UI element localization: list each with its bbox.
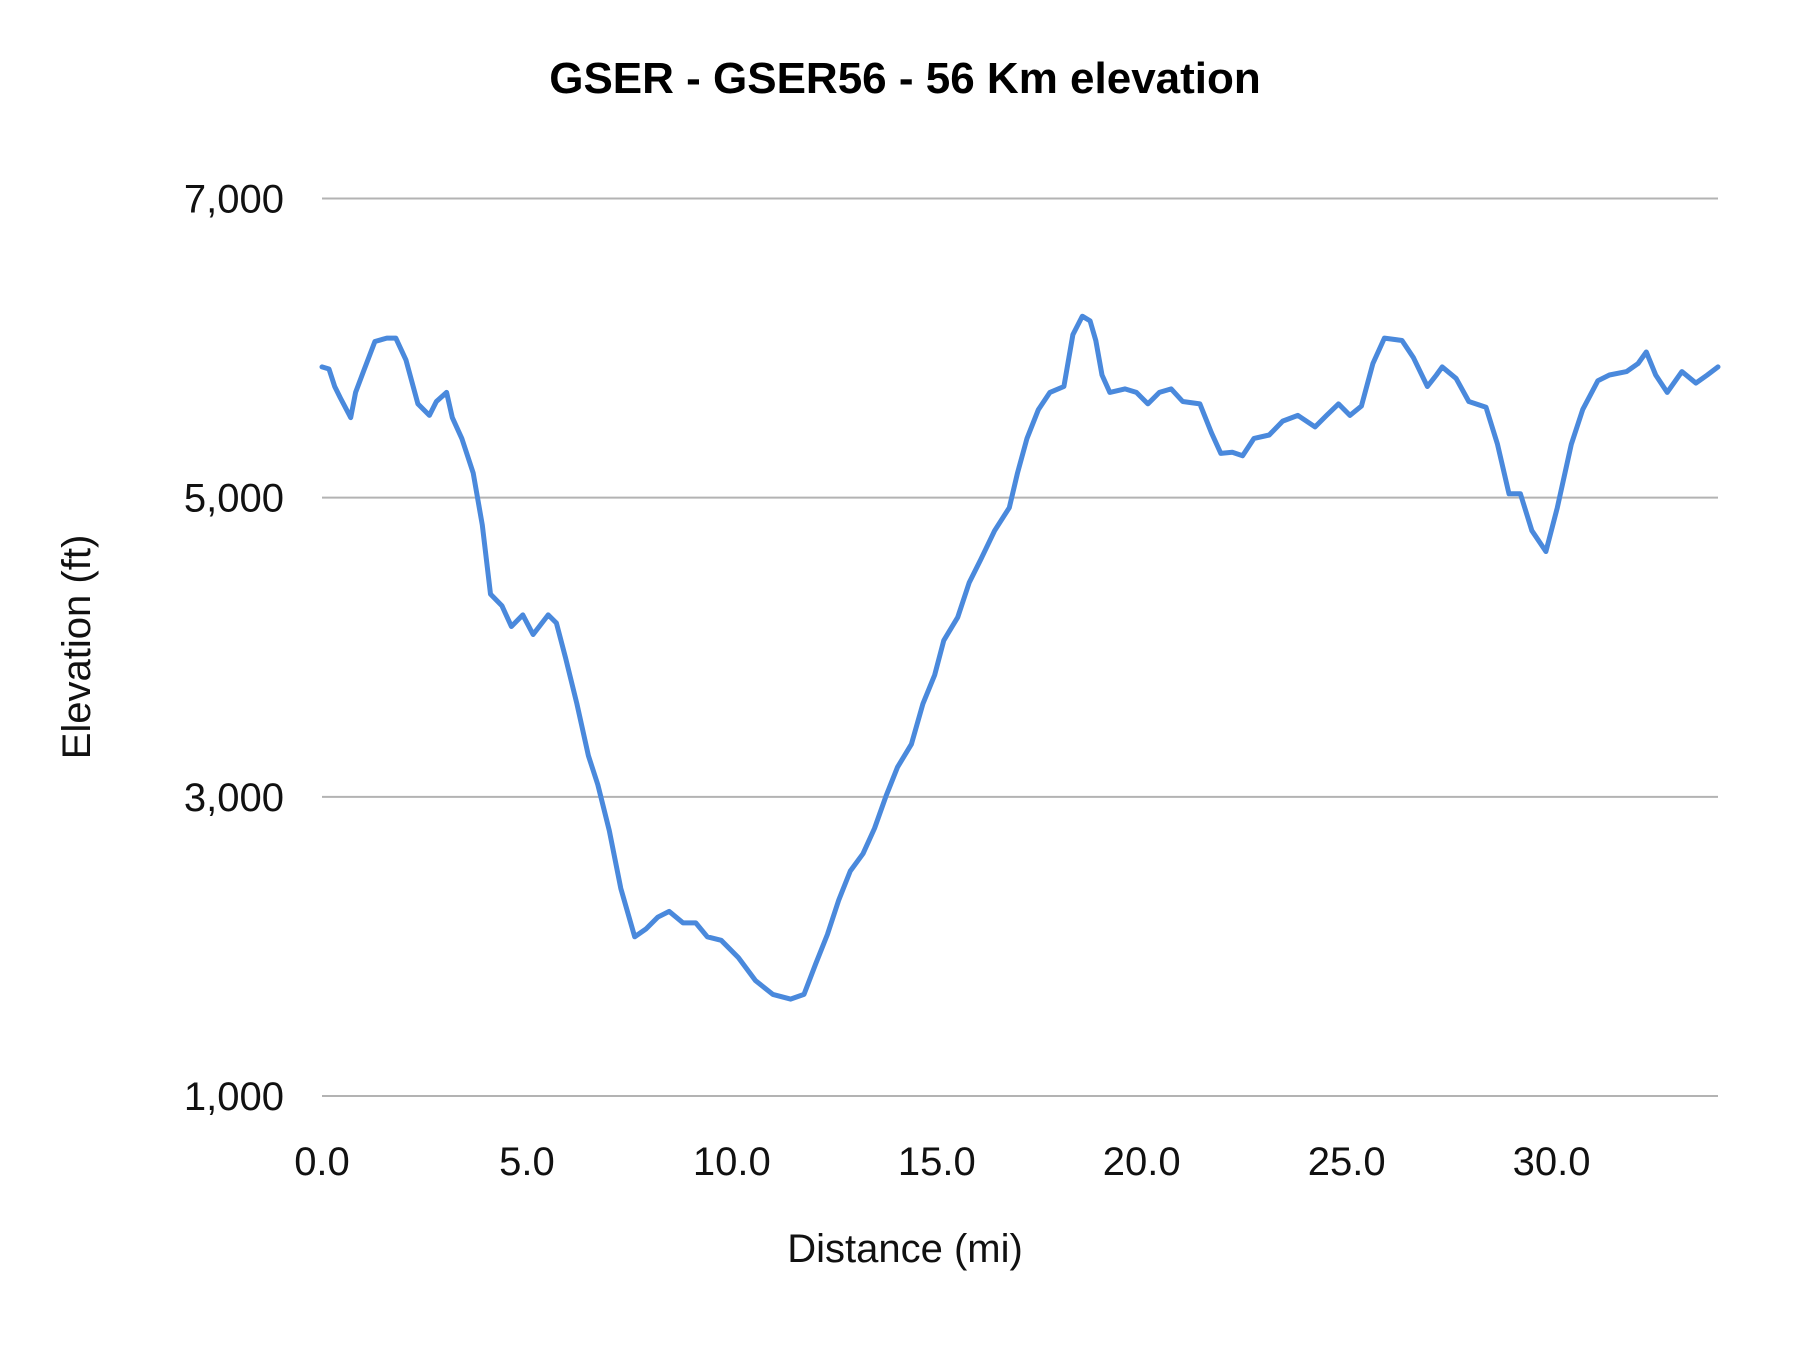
x-tick-labels: 0.0 5.0 10.0 15.0 20.0 25.0 30.0 [294, 1140, 1590, 1184]
x-tick-label: 5.0 [499, 1140, 555, 1184]
x-tick-label: 0.0 [294, 1140, 350, 1184]
y-tick-label: 1,000 [184, 1075, 284, 1119]
chart-title: GSER - GSER56 - 56 Km elevation [549, 54, 1261, 103]
gridlines [322, 197, 1718, 1097]
x-tick-label: 15.0 [898, 1140, 976, 1184]
y-axis-label: Elevation (ft) [55, 535, 99, 760]
x-tick-label: 25.0 [1308, 1140, 1386, 1184]
x-tick-label: 30.0 [1513, 1140, 1591, 1184]
x-axis-label: Distance (mi) [787, 1227, 1023, 1271]
x-tick-label: 10.0 [693, 1140, 771, 1184]
y-tick-label: 7,000 [184, 178, 284, 222]
elevation-line [319, 313, 1721, 1002]
y-tick-label: 3,000 [184, 776, 284, 820]
y-tick-labels: 1,000 3,000 5,000 7,000 [184, 178, 284, 1120]
y-tick-label: 5,000 [184, 477, 284, 521]
x-tick-label: 20.0 [1103, 1140, 1181, 1184]
